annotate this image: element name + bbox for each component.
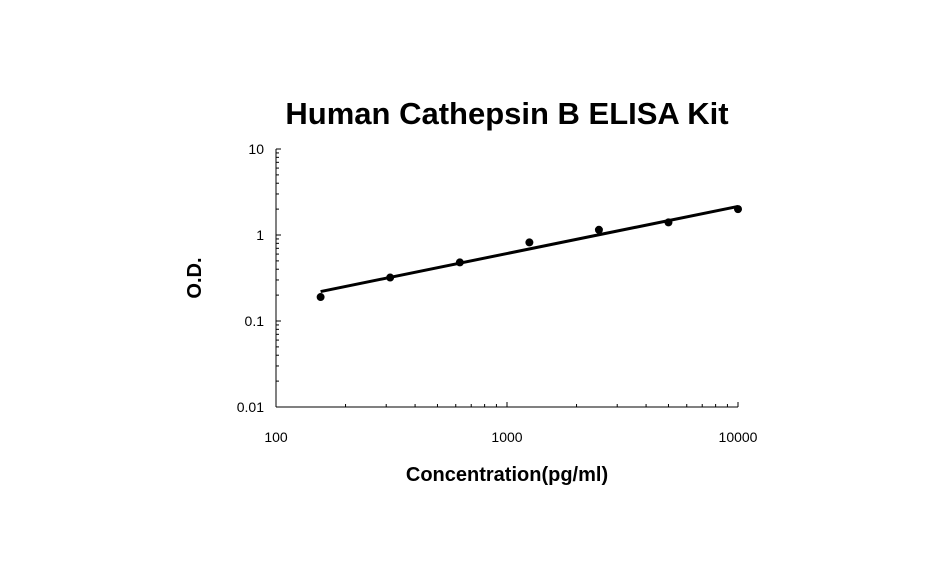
x-ticks [275,402,739,407]
data-point [734,205,742,214]
data-points [316,205,742,302]
data-point [664,218,673,227]
data-point [525,238,534,247]
y-axis-label: O.D. [184,257,206,298]
y-tick-label: 10 [248,141,264,157]
y-tick-label: 0.1 [245,313,265,329]
x-tick-label: 10000 [719,429,758,445]
y-tick-label: 1 [256,227,264,243]
y-ticks [276,148,281,408]
data-point [455,258,464,267]
x-tick-label: 100 [264,429,288,445]
y-tick-label: 0.01 [237,399,264,415]
chart-title: Human Cathepsin B ELISA Kit [285,96,728,131]
data-point [386,273,395,282]
fit-line [320,204,739,294]
data-point [594,225,603,234]
y-axis: 0.01 0.1 1 10 [237,141,281,415]
x-tick-label: 1000 [491,429,522,445]
x-tick-labels: 100 1000 10000 [264,429,757,445]
x-axis-label: Concentration(pg/ml) [406,464,608,486]
y-tick-labels: 0.01 0.1 1 10 [237,141,264,415]
data-point [316,293,325,302]
x-axis: 100 1000 10000 [264,402,758,445]
